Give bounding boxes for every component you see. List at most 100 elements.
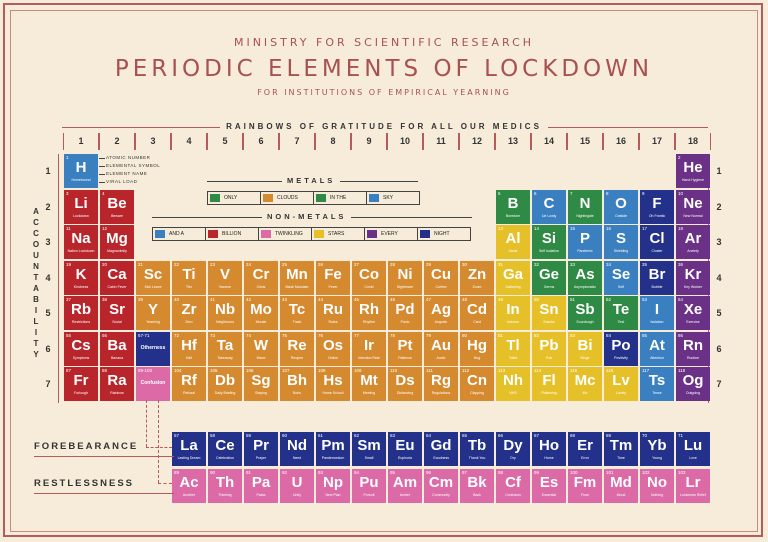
legend-swatch xyxy=(210,194,220,202)
atomic-number: 39 xyxy=(138,297,144,302)
element-cell-ts: 117 Ts Tense xyxy=(640,367,674,401)
group-header-10: 10 xyxy=(387,133,423,150)
element-name: Home School xyxy=(322,391,344,395)
element-symbol: K xyxy=(75,265,87,283)
element-cell-pd: 46 Pd Panic xyxy=(388,296,422,330)
element-name: Meeting xyxy=(362,391,376,395)
element-name: Rhythm xyxy=(362,320,376,324)
period-label-6-left: 6 xyxy=(38,331,59,368)
page-subtitle: FOR INSTITUTIONS OF EMPIRICAL YEARNING xyxy=(257,88,511,97)
element-cell-in: 49 In Indoors xyxy=(496,296,530,330)
legend-swatch xyxy=(369,194,379,202)
element-cell-mc: 115 Mc Mc xyxy=(568,367,602,401)
element-name: Symptoms xyxy=(72,355,90,360)
atomic-number: 81 xyxy=(498,332,504,338)
atomic-number: 31 xyxy=(498,261,504,267)
accountability-letter: C xyxy=(33,229,39,238)
element-symbol: Pu xyxy=(359,474,379,491)
element-cell-pr: 59 Pr Prayer xyxy=(244,432,278,466)
element-cell-ge: 32 Ge Germs xyxy=(532,260,566,295)
element-cell-tm: 69 Tm Time xyxy=(604,432,638,466)
element-symbol: Th xyxy=(215,474,235,491)
element-cell-nd: 60 Nd Need xyxy=(280,432,314,466)
element-cell-at: 85 At Attention xyxy=(640,331,674,366)
element-cell-kr: 36 Kr Key Worker xyxy=(676,260,710,295)
element-name: Celebration xyxy=(216,456,234,460)
element-symbol: Confusion xyxy=(140,380,166,386)
element-name: Asymptomatic xyxy=(574,284,596,289)
atomic-number: 33 xyxy=(570,261,576,267)
element-symbol: Tb xyxy=(467,437,487,454)
element-name: Morale xyxy=(255,320,267,324)
element-symbol: Ne xyxy=(683,194,703,212)
atomic-number: 111 xyxy=(426,368,433,373)
element-symbol: Md xyxy=(610,474,632,491)
element-name: Lasting Dream xyxy=(177,456,201,460)
element-symbol: Fm xyxy=(573,474,597,491)
element-cell-w: 74 W Wave xyxy=(244,331,278,366)
key-line-1 xyxy=(99,158,105,159)
nonmetals-legend-item: BILLION xyxy=(205,227,259,241)
group-header-9: 9 xyxy=(351,133,387,150)
element-name: Sick Leave xyxy=(144,284,162,289)
element-symbol: Rb xyxy=(71,301,91,318)
nonmetals-legend-item: AND A xyxy=(152,227,206,241)
atomic-number: 61 xyxy=(318,433,324,438)
element-symbol: Pm xyxy=(321,437,345,454)
element-name: Back xyxy=(473,493,481,497)
atomic-number: 110 xyxy=(390,368,398,373)
period-label-3-right: 3 xyxy=(708,225,729,261)
element-cell-rf: 104 Rf Refusal xyxy=(172,367,206,401)
atomic-number: 13 xyxy=(498,226,504,231)
element-symbol: Sc xyxy=(143,265,163,283)
element-name: Online xyxy=(327,355,339,360)
element-symbol: Po xyxy=(611,336,631,354)
element-symbol: Ni xyxy=(397,265,413,283)
element-cell-sc: 21 Sc Sick Leave xyxy=(136,260,170,295)
element-symbol: Ga xyxy=(502,265,523,283)
atomic-number: 47 xyxy=(426,297,432,302)
legend-label: IN THE xyxy=(330,195,347,201)
element-name: Nation Lockdown xyxy=(67,249,95,253)
element-symbol: Fl xyxy=(542,372,556,389)
nonmetals-title: NON-METALS xyxy=(262,212,352,221)
atomic-number: 11 xyxy=(66,226,71,231)
element-name: Yearning xyxy=(146,320,160,324)
element-symbol: Mn xyxy=(286,265,308,283)
element-cell-ra: 88 Ra Rainbow xyxy=(100,367,134,401)
element-name: Fever xyxy=(328,284,338,289)
element-symbol: Os xyxy=(322,336,343,354)
element-cell-o: 8 O Outside xyxy=(604,189,638,224)
atomic-number: 4 xyxy=(102,190,105,196)
legend-swatch xyxy=(208,230,218,238)
element-name: Hug xyxy=(473,355,481,360)
element-symbol: Pd xyxy=(395,301,415,318)
accountability-letter: T xyxy=(33,273,39,282)
element-cell-ta: 73 Ta Takeaway xyxy=(208,331,242,366)
element-cell-pb: 82 Pb Pub xyxy=(532,331,566,366)
period-label-2-left: 2 xyxy=(38,189,59,226)
forebearance-underline xyxy=(34,456,174,457)
atomic-number: 99 xyxy=(534,470,540,475)
element-name: New Plan xyxy=(325,493,341,497)
atomic-number: 118 xyxy=(678,368,686,373)
element-cell-f: 9 F Oh Frantic xyxy=(640,189,674,224)
element-cell-zn: 30 Zn Zoom xyxy=(460,260,494,295)
element-name: Goodness xyxy=(433,456,449,460)
atomic-number: 27 xyxy=(354,261,360,267)
element-cell-li: 3 Li Lockdown xyxy=(64,189,98,224)
atomic-number: 41 xyxy=(210,297,216,302)
element-cell-ce: 58 Ce Celebration xyxy=(208,432,242,466)
accountability-letter: I xyxy=(34,328,38,337)
atomic-number: 84 xyxy=(606,332,612,338)
period-label-2-right: 2 xyxy=(708,189,729,226)
element-name: Track xyxy=(292,320,302,324)
nonmetals-legend-item: STARS xyxy=(311,227,365,241)
element-symbol: P xyxy=(579,230,590,247)
atomic-number: 60 xyxy=(282,433,288,438)
element-cell-ga: 31 Ga Gathering xyxy=(496,260,530,295)
atomic-number: 17 xyxy=(642,226,648,231)
element-cell-nb: 41 Nb Neighbours xyxy=(208,296,242,330)
element-name: Pandemonium xyxy=(321,456,345,460)
element-name: Bubble xyxy=(651,284,663,289)
